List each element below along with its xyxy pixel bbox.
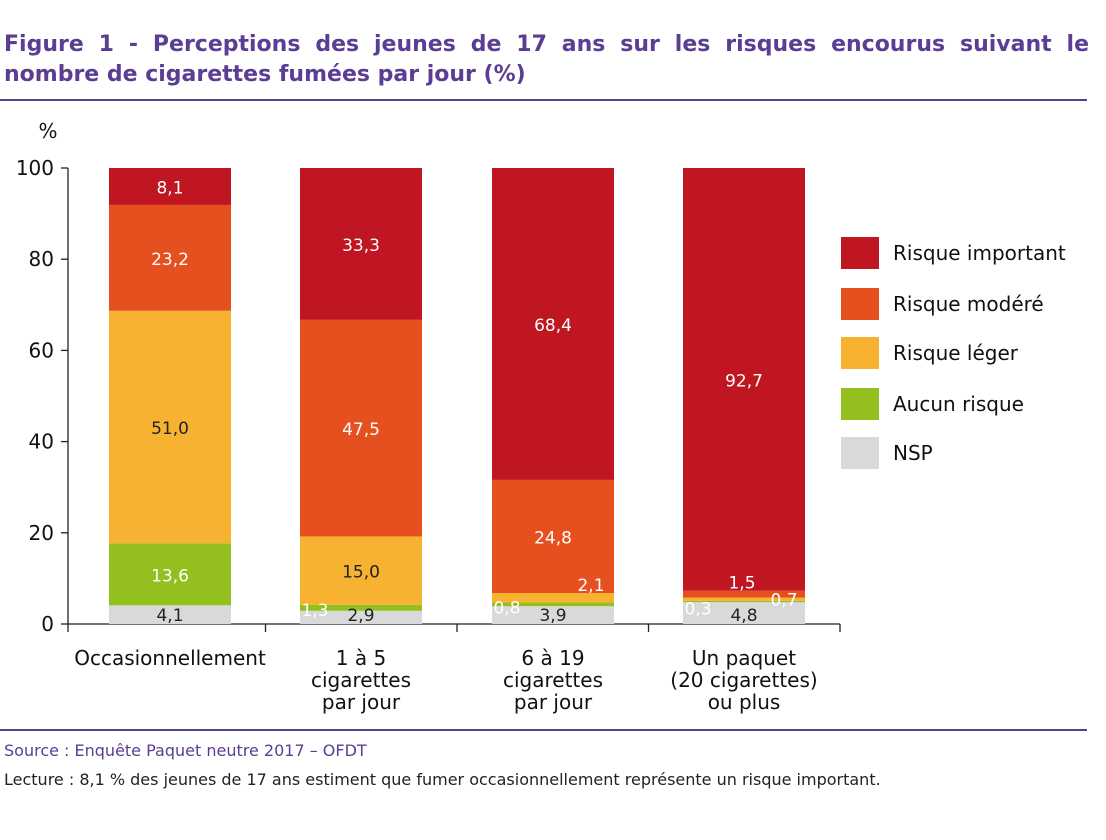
stacked-bar-chart: % 0 20 40 60 80 100 4,1 13,6 51,0 23,2 8,1 2,9 1,3 15… [16,119,1066,714]
source-note: Source : Enquête Paquet neutre 2017 – OF… [4,741,367,760]
bar-segment-aucun-risque [300,604,422,611]
chart-value-labels: 4,1 13,6 51,0 23,2 8,1 2,9 1,3 15,0 47,5 33,3 3,9 0… [151,178,797,626]
value-label-aucun-risque: 13,6 [151,566,189,586]
x-category-label-line: cigarettes [311,668,411,692]
bar-segment-aucun-risque [109,543,231,606]
bar-segment-risque-leger [683,597,805,601]
bar-segment-aucun-risque [683,600,805,603]
value-label-risque-important: 68,4 [534,316,572,336]
x-category-label-line: (20 cigarettes) [670,668,817,692]
x-category-label: Occasionnellement [74,646,266,670]
legend-label-risque-important: Risque important [893,241,1066,265]
value-label-nsp: 3,9 [539,606,566,626]
legend-label-aucun-risque: Aucun risque [893,392,1024,416]
legend-label-risque-modere: Risque modéré [893,292,1044,316]
x-category-label-line: 6 à 19 [521,646,584,670]
bar-segment-risque-important [683,168,805,591]
y-tick-label: 0 [41,612,54,636]
chart-title: Figure 1 - Perceptions des jeunes de 17 … [4,32,1089,87]
x-category-label-line: par jour [322,690,401,714]
footer-divider [0,729,1087,731]
y-tick-label: 80 [29,247,54,271]
x-category-label: 6 à 19 cigarettes par jour [503,646,603,714]
y-tick-label: 60 [29,338,54,362]
x-category-label-line: Un paquet [692,646,796,670]
value-label-aucun-risque: 0,3 [684,600,711,620]
value-label-aucun-risque: 1,3 [301,601,328,621]
x-category-label-line: cigarettes [503,668,603,692]
x-category-label-line: 1 à 5 [336,646,386,670]
value-label-nsp: 4,1 [156,606,183,626]
legend-swatch-risque-leger [841,337,879,369]
value-label-risque-modere: 24,8 [534,528,572,548]
value-label-risque-important: 33,3 [342,236,380,256]
bar-segment-risque-important [109,168,231,205]
bar-segment-risque-modere [492,479,614,593]
bar-segment-risque-modere [300,319,422,537]
value-label-aucun-risque: 0,8 [493,599,520,619]
legend-label-nsp: NSP [893,441,933,465]
bar-segment-risque-important [300,168,422,320]
value-label-risque-important: 8,1 [156,178,183,198]
legend-label-risque-leger: Risque léger [893,341,1019,365]
x-category-label-line: ou plus [708,690,781,714]
x-category-label-line: par jour [514,690,593,714]
value-label-risque-modere: 47,5 [342,420,380,440]
value-label-risque-important: 92,7 [725,371,763,391]
value-label-risque-leger: 51,0 [151,419,189,439]
value-label-risque-leger: 15,0 [342,563,380,583]
legend-swatch-risque-modere [841,288,879,320]
value-label-risque-modere: 1,5 [728,574,755,594]
value-label-nsp: 4,8 [730,606,757,626]
chart-bars [109,168,805,624]
chart-axes: % 0 20 40 60 80 100 [16,119,841,636]
bar-segment-risque-important [492,168,614,480]
title-divider [0,99,1087,101]
bar-segment-risque-modere [109,204,231,311]
bar-segment-nsp [300,610,422,624]
bar-segment-risque-leger [492,592,614,603]
bar-segment-nsp [492,606,614,624]
chart-category-labels: Occasionnellement 1 à 5 cigarettes par jour… [74,646,818,714]
bar-segment-nsp [683,602,805,624]
bar-segment-risque-leger [109,310,231,544]
y-tick-label: 100 [16,156,54,180]
bar-segment-risque-modere [683,590,805,598]
x-category-label-line: Occasionnellement [74,646,266,670]
y-tick-label: 20 [29,521,54,545]
x-category-label: Un paquet (20 cigarettes) ou plus [670,646,817,714]
value-label-risque-leger: 2,1 [577,576,604,596]
x-category-label: 1 à 5 cigarettes par jour [311,646,411,714]
value-label-nsp: 2,9 [347,606,374,626]
legend-swatch-aucun-risque [841,388,879,420]
legend-swatch-nsp [841,437,879,469]
value-label-risque-leger: 0,7 [770,591,797,611]
bar-segment-risque-leger [300,536,422,605]
bar-segment-nsp [109,605,231,624]
chart-legend: Risque important Risque modéré Risque lége… [841,237,1066,469]
reading-note: Lecture : 8,1 % des jeunes de 17 ans est… [4,770,881,789]
y-tick-label: 40 [29,430,54,454]
value-label-risque-modere: 23,2 [151,250,189,270]
y-axis-unit-label: % [38,119,57,143]
bar-segment-aucun-risque [492,602,614,607]
legend-swatch-risque-important [841,237,879,269]
